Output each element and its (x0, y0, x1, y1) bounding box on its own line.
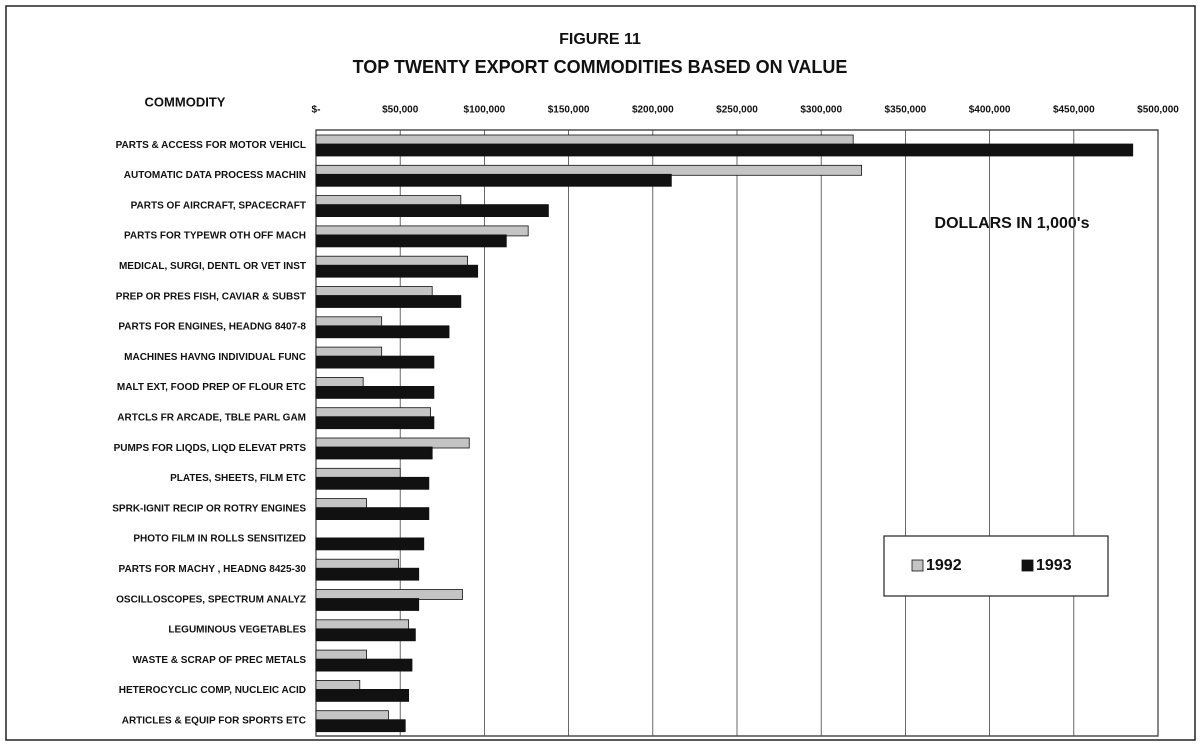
bar (315, 467, 401, 479)
bar (315, 628, 416, 642)
y-tick-label: MALT EXT, FOOD PREP OF FLOUR ETC (117, 382, 306, 393)
chart-subtitle: TOP TWENTY EXPORT COMMODITIES BASED ON V… (353, 57, 848, 77)
y-tick-label: HETEROCYCLIC COMP, NUCLEIC ACID (119, 685, 306, 696)
y-tick-label: PREP OR PRES FISH, CAVIAR & SUBST (116, 291, 306, 302)
legend-box (883, 535, 1109, 597)
y-tick-label: WASTE & SCRAP OF PREC METALS (132, 655, 306, 666)
bar (315, 173, 672, 187)
frame (5, 5, 1196, 741)
y-tick-label: PUMPS FOR LIQDS, LIQD ELEVAT PRTS (114, 443, 307, 454)
legend-swatch (1021, 559, 1034, 572)
bar (315, 195, 462, 207)
y-tick-label: PLATES, SHEETS, FILM ETC (170, 473, 306, 484)
x-tick-label: $400,000 (969, 105, 1011, 116)
bar (315, 225, 529, 237)
bar (315, 286, 433, 297)
x-tick-label: $250,000 (716, 105, 758, 116)
y-tick-label: PARTS OF AIRCRAFT, SPACECRAFT (131, 200, 306, 211)
bar (315, 204, 549, 218)
bar (315, 295, 462, 308)
y-tick-label: MEDICAL, SURGI, DENTL OR VET INST (119, 261, 306, 272)
bar (315, 234, 507, 248)
bar (315, 537, 425, 551)
bar (315, 680, 361, 691)
bar (315, 658, 413, 672)
bar (315, 316, 383, 328)
y-tick-label: PARTS & ACCESS FOR MOTOR VEHICL (116, 140, 306, 151)
bar (315, 498, 367, 510)
y-tick-label: PARTS FOR MACHY , HEADNG 8425-30 (119, 564, 307, 575)
bar (315, 355, 435, 369)
y-tick-label: PHOTO FILM IN ROLLS SENSITIZED (133, 534, 306, 545)
bar (315, 558, 399, 570)
y-tick-label: LEGUMINOUS VEGETABLES (168, 625, 306, 636)
y-tick-label: ARTCLS FR ARCADE, TBLE PARL GAM (117, 412, 306, 423)
bar (315, 619, 410, 631)
bar (315, 385, 435, 399)
bar (315, 567, 420, 581)
x-tick-label: $200,000 (632, 105, 674, 116)
bar (315, 598, 420, 611)
bar (315, 164, 863, 176)
x-tick-label: $500,000 (1137, 105, 1179, 116)
bar (315, 143, 1134, 157)
bar (315, 476, 430, 490)
y-tick-label: MACHINES HAVNG INDIVIDUAL FUNC (124, 352, 306, 363)
y-tick-label: SPRK-IGNIT RECIP OR ROTRY ENGINES (112, 503, 306, 514)
y-tick-label: PARTS FOR TYPEWR OTH OFF MACH (124, 231, 306, 242)
x-tick-label: $50,000 (382, 105, 419, 116)
y-tick-label: ARTICLES & EQUIP FOR SPORTS ETC (122, 715, 306, 726)
bar (315, 649, 367, 661)
y-tick-label: PARTS FOR ENGINES, HEADNG 8407-8 (118, 322, 306, 333)
bar (315, 346, 383, 358)
x-tick-label: $450,000 (1053, 105, 1095, 116)
bar (315, 255, 468, 267)
bar (315, 507, 430, 521)
x-tick-label: $300,000 (800, 105, 842, 116)
chart-title: FIGURE 11 (559, 31, 641, 48)
annotation: DOLLARS IN 1,000's (935, 215, 1090, 232)
legend-swatch (911, 559, 924, 572)
bar (315, 689, 410, 702)
y-tick-label: OSCILLOSCOPES, SPECTRUM ANALYZ (116, 594, 306, 605)
bar (315, 325, 450, 339)
y-tick-label: AUTOMATIC DATA PROCESS MACHIN (124, 170, 306, 181)
bar (315, 446, 433, 460)
bar (315, 719, 406, 733)
bar (315, 589, 463, 600)
bar (315, 437, 470, 449)
x-tick-label: $100,000 (464, 105, 506, 116)
legend-label: 1992 (926, 557, 962, 574)
x-tick-label: $350,000 (885, 105, 927, 116)
bar (315, 264, 479, 278)
y-axis-label: COMMODITY (145, 94, 226, 109)
x-tick-label: $- (312, 105, 321, 116)
bar (315, 376, 364, 388)
bar (315, 710, 389, 722)
bar (315, 134, 854, 146)
bar (315, 407, 431, 419)
bar (315, 416, 435, 430)
legend-label: 1993 (1036, 557, 1072, 574)
x-tick-label: $150,000 (548, 105, 590, 116)
